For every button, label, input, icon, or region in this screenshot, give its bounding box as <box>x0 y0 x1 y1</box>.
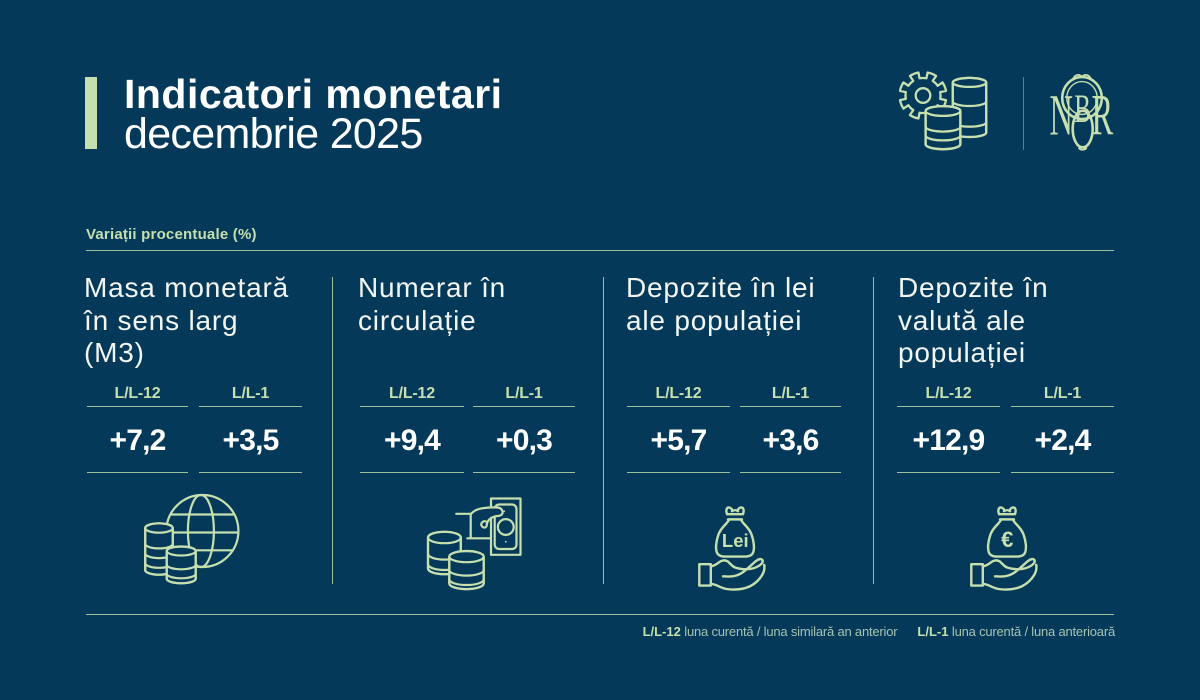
svg-text:€: € <box>1001 527 1013 552</box>
svg-text:N: N <box>1049 84 1072 148</box>
svg-text:B: B <box>1074 87 1091 131</box>
svg-text:Lei: Lei <box>722 530 749 551</box>
svg-text:R: R <box>1091 84 1113 148</box>
